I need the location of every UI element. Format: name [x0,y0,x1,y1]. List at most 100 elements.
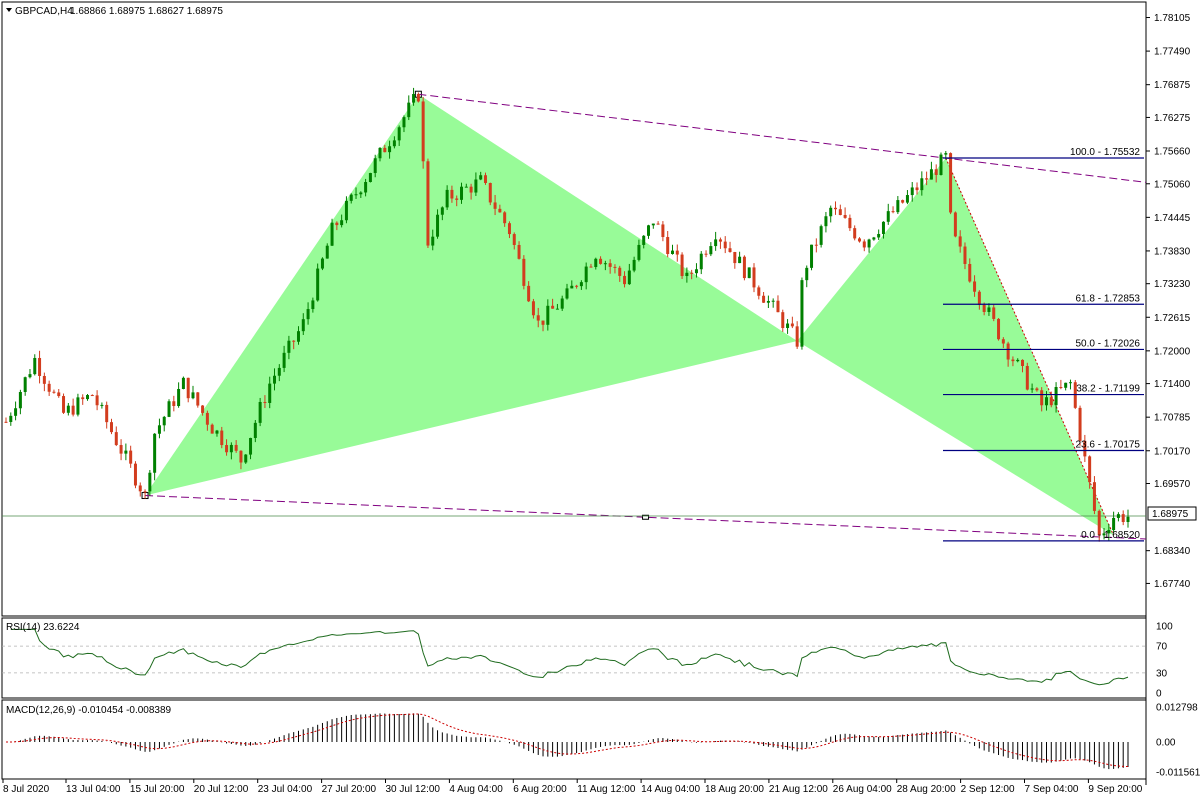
candle-body [229,444,233,453]
time-tick-label: 13 Jul 04:00 [66,784,121,795]
candle-body [373,158,377,174]
candle-body [225,445,229,453]
candle-body [277,367,281,376]
rsi-tick-label: 70 [1156,642,1168,653]
candle-body [934,169,938,175]
candle-body [186,377,190,399]
candle-body [886,211,890,222]
candle-body [493,202,497,209]
lower-trend-line [145,495,1147,540]
candle-body [143,491,147,493]
candle-body [877,233,881,238]
candle-body [790,323,794,327]
candle-body [838,209,842,215]
candle-body [613,266,617,268]
candle-body [1078,407,1082,441]
candle-body [9,415,13,422]
candle-body [421,101,425,162]
candle-body [239,450,243,463]
rsi-tick-label: 100 [1156,622,1173,633]
rsi-indicator: 100 70 30 0 [2,622,1173,700]
candle-body [426,161,430,246]
candle-body [191,392,195,399]
ohlc-readout: 1.68866 1.68975 1.68627 1.68975 [70,6,223,17]
price-tick-label: 1.67740 [1154,579,1191,590]
time-tick-label: 28 Aug 20:00 [897,784,956,795]
candle-body [1068,382,1072,384]
candle-body [517,244,521,259]
candle-body [407,102,411,118]
candle-body [670,250,674,254]
candle-body [1064,382,1068,388]
candle-body [268,383,272,403]
candle-body [1040,390,1044,406]
candle-body [4,421,8,423]
candle-body [205,412,209,425]
candle-body [1088,456,1092,483]
candle-body [1059,387,1063,389]
candle-body [330,222,334,246]
rsi-tick-label: 30 [1156,668,1168,679]
candle-body [570,285,574,289]
candle-body [603,263,607,265]
candle-body [618,267,622,276]
candle-body [119,445,123,454]
candle-body [33,357,37,375]
upper-trend-line [418,93,1147,183]
candle-body [647,225,651,236]
candle-body [368,173,372,182]
candle-body [531,301,535,316]
candle-body [52,391,56,393]
time-tick-label: 23 Jul 04:00 [258,784,313,795]
candle-body [1044,397,1048,406]
candle-body [287,340,291,353]
candle-body [905,195,909,203]
candle-body [253,422,257,438]
candle-body [1097,510,1101,536]
candle-body [129,450,133,464]
collapse-arrow-icon[interactable] [6,8,12,12]
macd-signal-line [6,713,1129,767]
candle-body [114,432,118,446]
candle-body [86,395,90,400]
price-tick-label: 1.76875 [1154,80,1191,91]
candle-body [699,253,703,270]
candle-body [503,212,507,224]
macd-tick-label: -0.011561 [1156,768,1200,779]
candle-body [71,405,75,415]
candle-body [963,246,967,264]
candle-body [560,298,564,309]
candle-body [997,318,1001,340]
fibonacci-retracement[interactable]: 100.0 - 1.75532 61.8 - 1.72853 50.0 - 1.72… [943,147,1144,542]
candle-body [800,280,804,347]
time-tick-label: 27 Jul 20:00 [322,784,377,795]
candle-body [1054,387,1058,406]
candle-body [939,154,943,175]
candle-body [632,259,636,271]
candle-body [1035,388,1039,391]
candle-body [685,272,689,277]
candle-body [551,305,555,309]
candle-body [728,248,732,252]
candle-body [742,256,746,279]
candle-body [210,424,214,434]
candle-body [575,285,579,287]
candle-body [474,179,478,193]
candle-body [910,187,914,196]
candle-body [388,146,392,153]
candle-body [340,220,344,226]
candle-body [776,300,780,313]
candle-body [608,263,612,267]
fib-level-label: 0.0 - 1.68520 [1081,530,1140,541]
candle-body [536,315,540,321]
candle-body [757,287,761,296]
candle-body [829,207,833,217]
candle-body [781,312,785,329]
candle-body [738,256,742,264]
candle-body [1030,388,1034,390]
candle-body [718,239,722,242]
candle-body [436,214,440,237]
price-tick-label: 1.71400 [1154,379,1191,390]
